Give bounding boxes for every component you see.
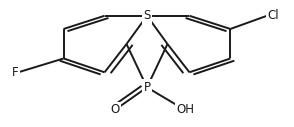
Text: F: F: [12, 66, 18, 79]
Text: OH: OH: [176, 104, 194, 116]
Text: S: S: [143, 9, 151, 22]
Text: O: O: [110, 104, 119, 116]
Text: Cl: Cl: [267, 9, 279, 22]
Text: P: P: [143, 81, 151, 94]
